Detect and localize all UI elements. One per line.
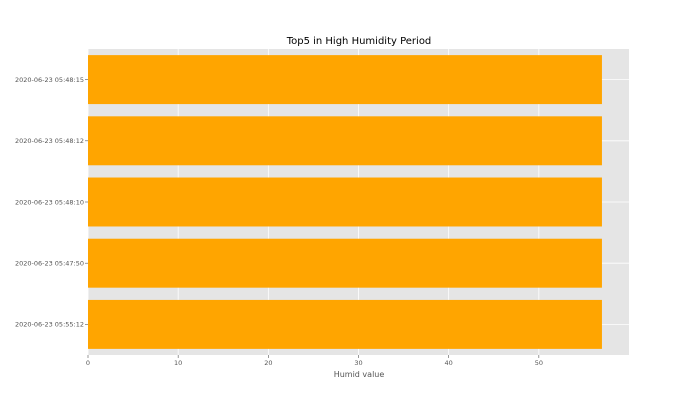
y-tick-label-1: 2020-06-23 05:48:12 [15, 137, 84, 145]
bar-1 [88, 116, 602, 166]
y-tick-label-4: 2020-06-23 05:55:12 [15, 321, 84, 329]
y-tick-label-2: 2020-06-23 05:48:10 [15, 198, 84, 206]
y-tick-label-3: 2020-06-23 05:47:50 [15, 260, 84, 268]
x-tick-label-3: 30 [354, 359, 362, 367]
x-tick-labels: 0 10 20 30 40 50 [86, 355, 543, 367]
bar-2 [88, 177, 602, 227]
bar-0 [88, 55, 602, 105]
x-tick-label-0: 0 [86, 359, 90, 367]
x-tick-label-1: 10 [174, 359, 182, 367]
x-axis-label: Humid value [334, 370, 385, 379]
y-tick-label-0: 2020-06-23 05:48:15 [15, 76, 84, 84]
bar-4 [88, 299, 602, 349]
chart-title: Top5 in High Humidity Period [286, 36, 432, 47]
bars [88, 55, 602, 349]
y-tick-labels: 2020-06-23 05:48:15 2020-06-23 05:48:12 20… [15, 76, 88, 329]
x-tick-label-5: 50 [535, 359, 543, 367]
x-tick-label-2: 20 [264, 359, 272, 367]
x-tick-label-4: 40 [445, 359, 453, 367]
bar-3 [88, 238, 602, 288]
